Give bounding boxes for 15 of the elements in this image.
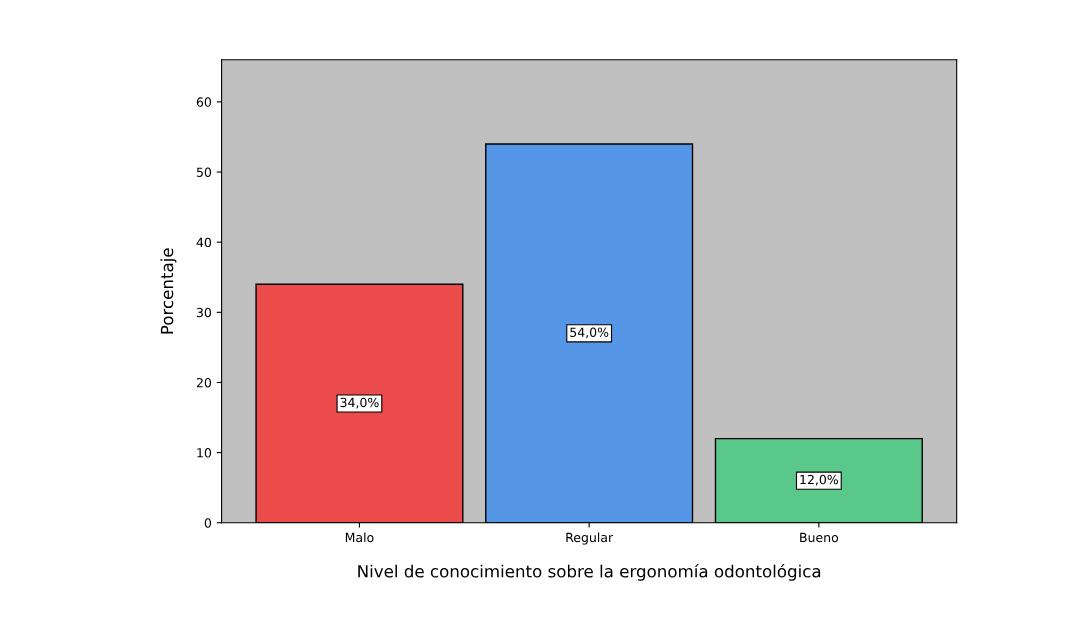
data-label: 12,0% (800, 474, 839, 486)
y-axis-title: Porcentaje (160, 248, 177, 334)
x-axis-title: Nivel de conocimiento sobre la ergonomía odontológica (358, 564, 821, 581)
y-tick-label: 60 (196, 97, 212, 107)
data-label: 34,0% (340, 397, 379, 409)
y-tick-label: 50 (196, 167, 212, 177)
x-tick-label: Regular (566, 532, 614, 545)
y-tick-label: 30 (196, 307, 212, 318)
x-tick-label: Malo (345, 532, 374, 543)
y-tick-label: 0 (204, 518, 212, 528)
y-tick-label: 40 (196, 237, 212, 248)
data-label: 54,0% (570, 327, 609, 339)
y-tick-label: 10 (197, 448, 212, 458)
y-tick-label: 20 (196, 377, 212, 388)
x-tick-label: Bueno (800, 532, 839, 543)
